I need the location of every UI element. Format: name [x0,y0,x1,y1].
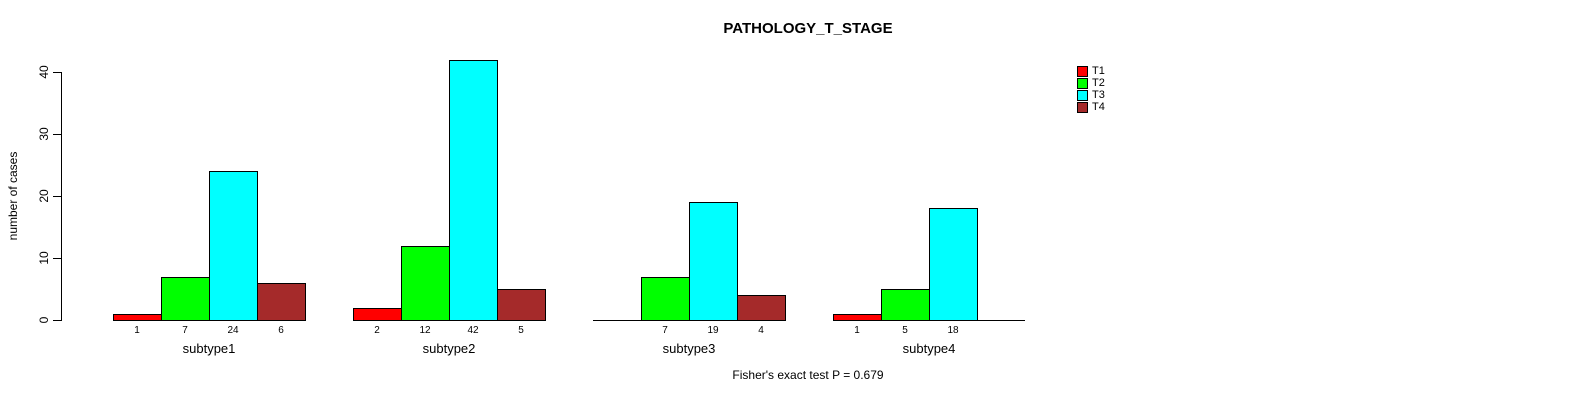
bar-value-label-T4-subtype2: 5 [518,325,524,336]
y-tick [53,320,61,321]
y-tick [53,72,61,73]
bar-T1-subtype4 [833,314,882,321]
legend-swatch-T3 [1077,90,1088,101]
y-axis-line [61,72,62,321]
caption-fishers-test: Fisher's exact test P = 0.679 [732,368,884,382]
bar-value-label-T2-subtype3: 7 [662,325,668,336]
legend-label-T2: T2 [1092,77,1105,89]
chart-title: PATHOLOGY_T_STAGE [723,20,893,37]
bar-value-label-T1-subtype2: 2 [374,325,380,336]
bar-value-label-T2-subtype2: 12 [419,325,431,336]
y-tick [53,134,61,135]
y-tick-label-40: 40 [37,65,51,79]
y-tick-label-30: 30 [37,127,51,141]
bar-value-label-T1-subtype1: 1 [134,325,140,336]
legend-label-T1: T1 [1092,65,1105,77]
y-tick-label-10: 10 [37,251,51,265]
legend-label-T4: T4 [1092,101,1105,113]
bar-value-label-T2-subtype1: 7 [182,325,188,336]
bar-T4-subtype1 [257,283,306,321]
x-category-label-subtype4: subtype4 [902,341,956,356]
bar-value-label-T3-subtype1: 24 [227,325,239,336]
bar-T3-subtype4 [929,208,978,321]
y-tick [53,258,61,259]
legend-swatch-T1 [1077,66,1088,77]
bar-T3-subtype3 [689,202,738,321]
x-category-label-subtype3: subtype3 [662,341,716,356]
bar-T3-subtype1 [209,171,258,321]
bar-T4-subtype3 [737,295,786,321]
y-tick-label-0: 0 [37,316,51,324]
bar-T1-subtype2 [353,308,402,321]
bar-T3-subtype2 [449,60,498,321]
bar-value-label-T1-subtype4: 1 [854,325,860,336]
bar-value-label-T3-subtype2: 42 [467,325,479,336]
bar-value-label-T4-subtype3: 4 [758,325,764,336]
bar-T2-subtype2 [401,246,450,321]
bar-T2-subtype4 [881,289,930,321]
y-tick [53,196,61,197]
bar-T1-subtype1 [113,314,162,321]
y-axis-label: number of cases [6,151,20,241]
bar-value-label-T4-subtype1: 6 [278,325,284,336]
bar-T4-subtype2 [497,289,546,321]
legend-label-T3: T3 [1092,89,1105,101]
legend-swatch-T4 [1077,102,1088,113]
bar-T2-subtype1 [161,277,210,321]
bar-value-label-T3-subtype3: 19 [707,325,719,336]
x-category-label-subtype1: subtype1 [182,341,236,356]
legend-swatch-T2 [1077,78,1088,89]
bar-T2-subtype3 [641,277,690,321]
x-category-label-subtype2: subtype2 [422,341,476,356]
bar-value-label-T3-subtype4: 18 [947,325,959,336]
y-tick-label-20: 20 [37,189,51,203]
bar-value-label-T2-subtype4: 5 [902,325,908,336]
